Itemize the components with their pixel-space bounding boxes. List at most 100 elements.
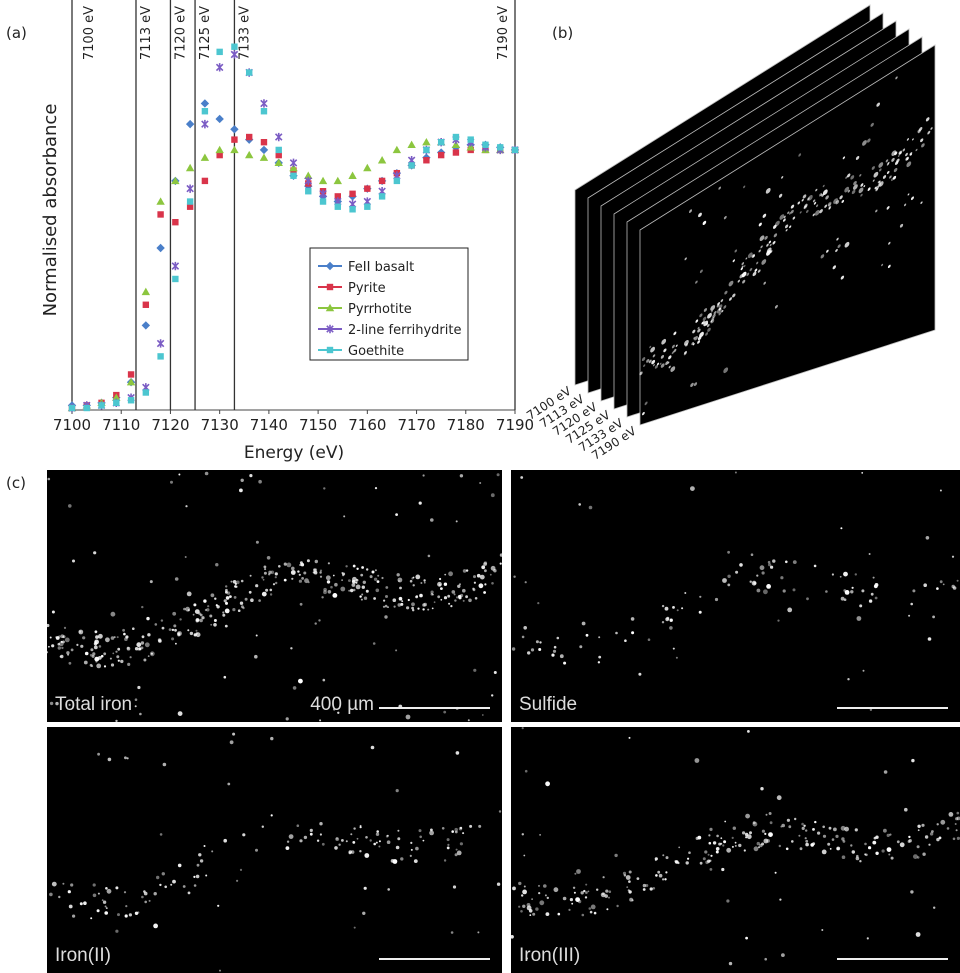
- speckle: [240, 579, 244, 583]
- speckle: [938, 836, 942, 840]
- speckle: [258, 599, 261, 602]
- x-tick-label: 7160: [348, 416, 386, 434]
- speckle: [222, 613, 226, 617]
- speckle: [195, 632, 198, 635]
- speckle: [772, 559, 776, 563]
- speckle: [322, 678, 326, 682]
- speckle: [911, 196, 914, 201]
- speckle: [248, 590, 252, 594]
- speckle: [568, 908, 571, 912]
- speckle: [727, 574, 731, 578]
- speckle: [147, 655, 150, 657]
- speckle: [84, 651, 89, 656]
- speckle: [785, 224, 789, 229]
- speckle: [140, 646, 144, 650]
- x-tick-label: 7190: [496, 416, 534, 434]
- data-point: [112, 393, 121, 401]
- speckle: [628, 890, 632, 894]
- speckle: [122, 628, 125, 632]
- speckle: [867, 187, 871, 191]
- speckle: [62, 640, 65, 644]
- speckle: [193, 884, 197, 887]
- speckle: [768, 812, 772, 815]
- data-point: [142, 301, 150, 308]
- speckle: [836, 847, 839, 851]
- speckle: [783, 218, 786, 222]
- speckle: [307, 581, 310, 584]
- speckle: [718, 307, 722, 311]
- speckle: [364, 853, 370, 858]
- speckle: [690, 382, 694, 388]
- speckle: [583, 889, 586, 893]
- data-point: [408, 162, 415, 169]
- data-point: [171, 176, 180, 185]
- speckle: [141, 635, 145, 639]
- speckle: [330, 585, 333, 589]
- speckle: [47, 477, 51, 481]
- speckle: [431, 607, 434, 610]
- data-point: [260, 99, 268, 108]
- speckle: [844, 241, 850, 248]
- speckle: [906, 157, 909, 161]
- speckle: [785, 229, 788, 232]
- speckle: [916, 845, 920, 849]
- speckle: [195, 874, 200, 879]
- speckle: [490, 565, 496, 571]
- speckle: [418, 501, 422, 505]
- speckle: [110, 663, 115, 667]
- speckle: [496, 473, 500, 477]
- speckle: [847, 173, 851, 178]
- speckle: [112, 652, 115, 655]
- speckle: [805, 839, 809, 843]
- speckle: [242, 833, 246, 837]
- speckle: [479, 574, 485, 580]
- speckle: [473, 575, 476, 579]
- speckle: [275, 581, 278, 585]
- speckle: [545, 912, 550, 916]
- speckle: [665, 361, 669, 366]
- y-axis-label: Normalised absorbance: [40, 104, 61, 317]
- speckle: [928, 843, 931, 846]
- speckle: [861, 472, 864, 474]
- speckle: [447, 594, 451, 598]
- speckle: [51, 610, 55, 614]
- speckle: [369, 839, 372, 842]
- speckle: [917, 824, 921, 828]
- data-point: [452, 149, 460, 156]
- speckle: [286, 840, 290, 843]
- speckle: [234, 585, 237, 588]
- x-tick-label: 7180: [447, 416, 485, 434]
- map-image: [511, 727, 960, 973]
- speckle: [451, 830, 455, 833]
- speckle: [446, 846, 450, 850]
- speckle: [781, 953, 785, 957]
- speckle: [374, 569, 377, 572]
- speckle: [79, 902, 83, 906]
- speckle: [801, 826, 805, 831]
- speckle: [348, 589, 351, 592]
- speckle: [437, 581, 442, 587]
- speckle: [319, 571, 322, 574]
- speckle: [701, 321, 704, 325]
- speckle: [710, 309, 714, 313]
- speckle: [204, 471, 209, 476]
- speckle: [149, 651, 155, 657]
- speckle: [769, 821, 773, 825]
- speckle: [940, 819, 946, 825]
- speckle: [850, 175, 855, 180]
- data-point: [497, 144, 504, 151]
- speckle: [527, 651, 531, 655]
- speckle: [153, 892, 157, 896]
- speckle: [127, 662, 131, 667]
- speckle: [427, 608, 430, 611]
- speckle: [261, 591, 267, 597]
- speckle: [193, 875, 196, 879]
- speckle: [677, 861, 680, 865]
- speckle: [571, 902, 574, 905]
- speckle: [773, 233, 778, 238]
- speckle: [813, 201, 817, 205]
- speckle: [821, 849, 827, 855]
- speckle: [376, 580, 380, 583]
- speckle: [875, 209, 878, 213]
